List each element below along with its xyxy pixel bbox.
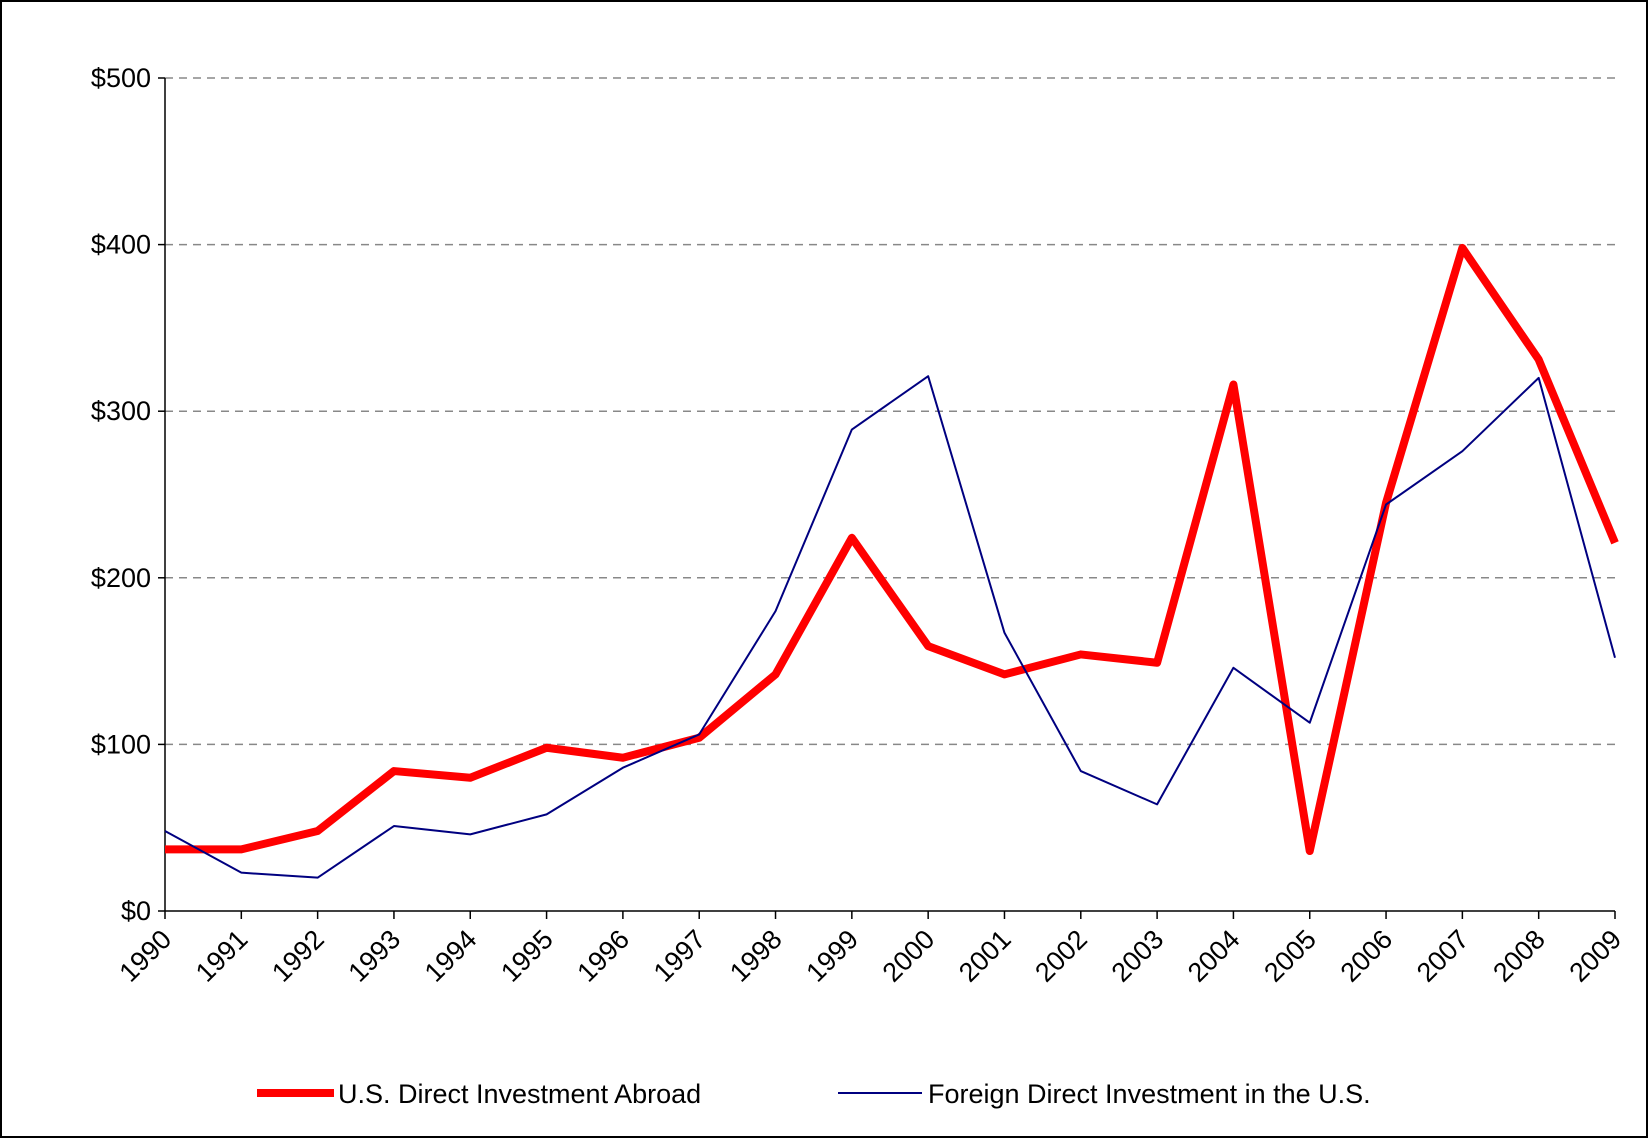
y-tick-label: $300 [91, 396, 151, 426]
series-line [165, 243, 1619, 856]
legend-label: Foreign Direct Investment in the U.S. [928, 1079, 1371, 1109]
series-line [164, 375, 1616, 879]
y-tick-label: $0 [121, 896, 151, 926]
y-tick-label: $500 [91, 63, 151, 93]
legend-label: U.S. Direct Investment Abroad [338, 1079, 701, 1109]
y-tick-label: $200 [91, 563, 151, 593]
y-tick-label: $400 [91, 230, 151, 260]
y-tick-label: $100 [91, 729, 151, 759]
